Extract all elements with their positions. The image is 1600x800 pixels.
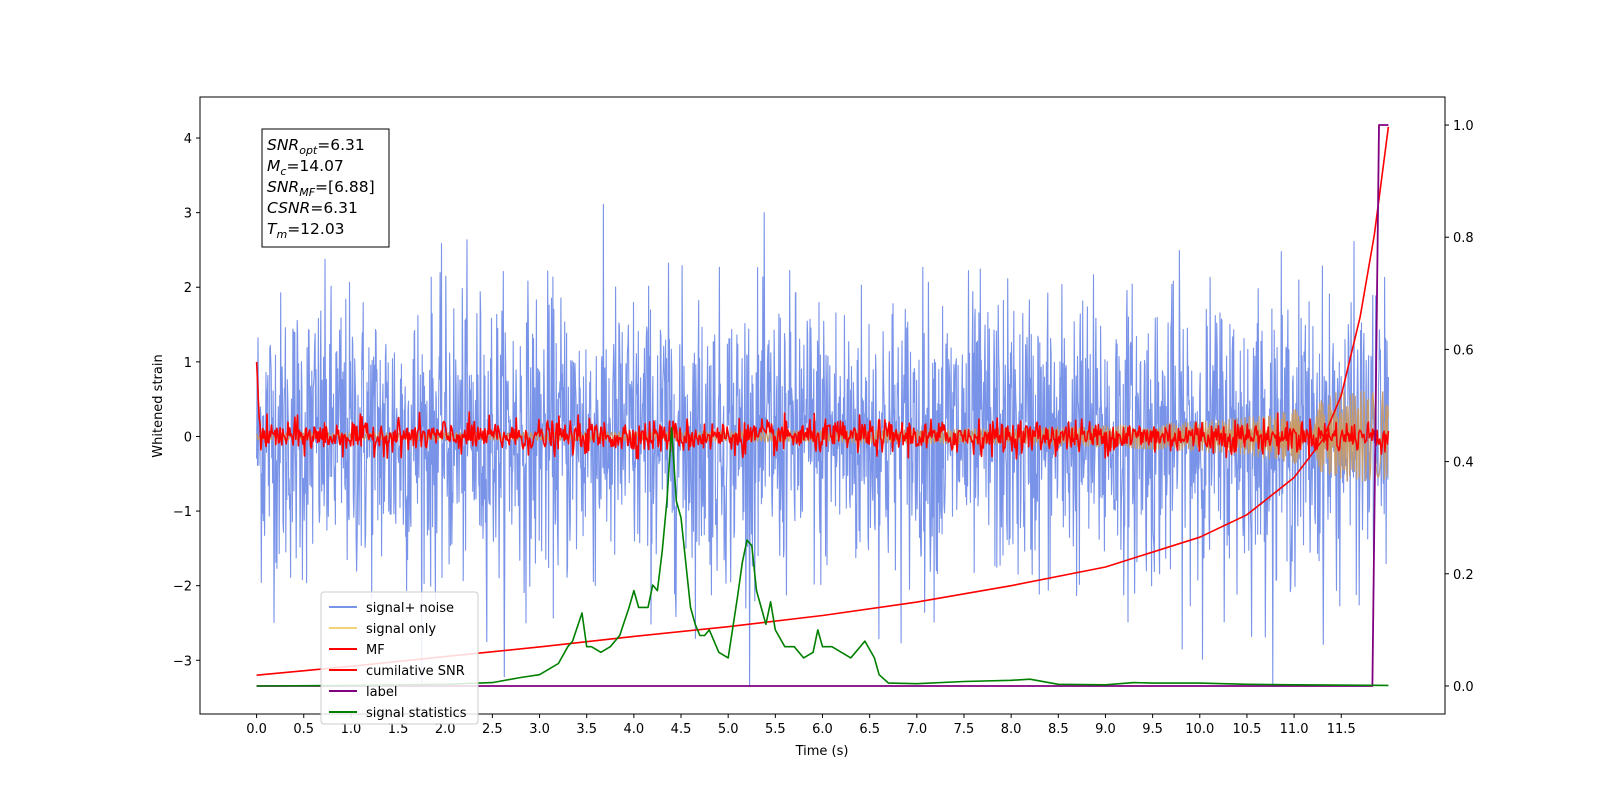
x-tick-label: 10.5 xyxy=(1232,722,1261,737)
annotation-symbol: CSNR xyxy=(267,199,310,217)
annotation-value: =[6.88] xyxy=(315,178,375,196)
y-tick-label: −3 xyxy=(173,654,192,669)
annotation-symbol: SNR xyxy=(267,136,299,154)
y-axis-ticks: −3 −2 −1 0 1 2 3 4 xyxy=(173,132,200,669)
y2-axis-ticks: 0.0 0.2 0.4 0.6 0.8 1.0 xyxy=(1445,119,1474,695)
annotation-value: =6.31 xyxy=(317,136,365,154)
annotation-symbol: SNR xyxy=(267,178,299,196)
annotation-line: SNRMF=[6.88] xyxy=(267,178,375,199)
annotation-subscript: opt xyxy=(299,144,318,157)
x-tick-label: 8.0 xyxy=(1001,722,1022,737)
y2-tick-label: 0.6 xyxy=(1453,343,1474,358)
x-tick-label: 5.5 xyxy=(765,722,786,737)
x-tick-label: 0.0 xyxy=(246,722,267,737)
annotation-line: CSNR=6.31 xyxy=(267,199,358,217)
annotation-symbol: T xyxy=(267,220,278,238)
legend-label: signal only xyxy=(366,622,436,637)
x-tick-label: 6.5 xyxy=(859,722,880,737)
y2-tick-label: 0.4 xyxy=(1453,456,1474,471)
y-tick-label: 4 xyxy=(184,132,192,147)
annotation-value: =6.31 xyxy=(310,199,358,217)
x-tick-label: 7.5 xyxy=(954,722,975,737)
x-tick-label: 10.0 xyxy=(1185,722,1214,737)
annotation-subscript: c xyxy=(280,165,286,178)
legend-label: cumilative SNR xyxy=(366,664,465,679)
legend-box xyxy=(320,591,479,725)
x-tick-label: 7.0 xyxy=(906,722,927,737)
y-tick-label: 0 xyxy=(184,430,192,445)
y-tick-label: 1 xyxy=(184,356,192,371)
annotation-line: Tm=12.03 xyxy=(267,220,345,241)
y-tick-label: −2 xyxy=(173,580,192,595)
annotation-subscript: m xyxy=(276,228,287,241)
y2-tick-label: 0.0 xyxy=(1453,680,1474,695)
x-tick-label: 1.5 xyxy=(388,722,409,737)
legend-label: signal statistics xyxy=(366,706,467,721)
annotation-value: =12.03 xyxy=(287,220,344,238)
x-tick-label: 11.0 xyxy=(1280,722,1309,737)
x-axis-label: Time (s) xyxy=(795,744,849,759)
y2-tick-label: 0.2 xyxy=(1453,568,1474,583)
series-cumilative-snr xyxy=(256,126,1390,676)
legend-label: MF xyxy=(366,643,385,658)
x-tick-label: 9.0 xyxy=(1095,722,1116,737)
legend-label: signal+ noise xyxy=(366,601,454,616)
legend: signal+ noise signal only MF cumilative SNR… xyxy=(320,591,479,725)
x-tick-label: 11.5 xyxy=(1327,722,1356,737)
series-layer xyxy=(255,124,1390,687)
annotation-line: Mc=14.07 xyxy=(267,157,344,178)
y-tick-label: 2 xyxy=(184,281,192,296)
annotation-symbol: M xyxy=(267,157,280,175)
y2-tick-label: 0.8 xyxy=(1453,231,1474,246)
x-tick-label: 2.5 xyxy=(482,722,503,737)
series-signal-statistics xyxy=(256,427,1389,687)
series-mf xyxy=(255,361,1390,460)
x-tick-label: 8.5 xyxy=(1048,722,1069,737)
legend-label: label xyxy=(366,685,397,700)
x-tick-label: 3.5 xyxy=(576,722,597,737)
series-label xyxy=(256,124,1389,687)
x-tick-label: 4.0 xyxy=(624,722,645,737)
x-axis-ticks: 0.0 0.5 1.0 1.5 2.0 2.5 3.0 3.5 4.0 4.5 5.0 5.5 6.0 6… xyxy=(246,714,1356,737)
x-tick-label: 9.5 xyxy=(1142,722,1163,737)
annotation-box xyxy=(261,128,390,248)
x-tick-label: 3.0 xyxy=(529,722,550,737)
y-tick-label: −1 xyxy=(173,505,192,520)
x-tick-label: 0.5 xyxy=(293,722,314,737)
x-tick-label: 6.0 xyxy=(812,722,833,737)
annotation-value: =14.07 xyxy=(286,157,343,175)
y-tick-label: 3 xyxy=(184,207,192,222)
y2-tick-label: 1.0 xyxy=(1453,119,1474,134)
annotation-line: SNRopt=6.31 xyxy=(267,136,365,157)
stats-annotation: SNRopt=6.31Mc=14.07SNRMF=[6.88]CSNR=6.31… xyxy=(261,128,390,248)
x-tick-label: 4.5 xyxy=(671,722,692,737)
x-tick-label: 5.0 xyxy=(718,722,739,737)
annotation-subscript: MF xyxy=(299,186,315,199)
x-tick-label: 2.0 xyxy=(435,722,456,737)
x-tick-label: 1.0 xyxy=(341,722,362,737)
y-axis-label: Whitened strain xyxy=(151,354,166,457)
